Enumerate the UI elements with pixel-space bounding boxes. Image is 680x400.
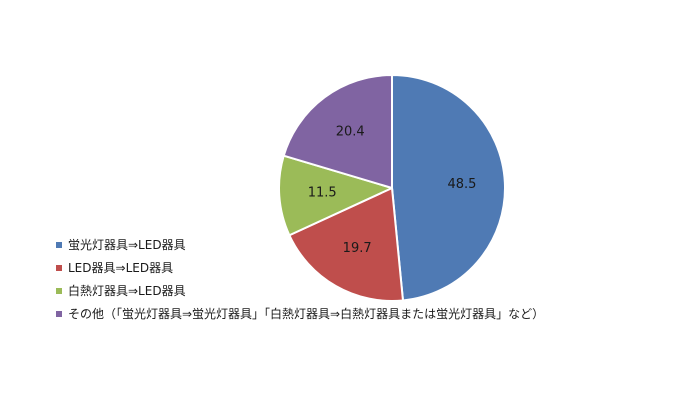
pie-slice xyxy=(391,74,506,302)
chart-legend: 蛍光灯器具⇒LED器具 LED器具⇒LED器具 白熱灯器具⇒LED器具 その他（… xyxy=(56,233,544,325)
legend-item: 白熱灯器具⇒LED器具 xyxy=(56,279,544,302)
legend-label: 白熱灯器具⇒LED器具 xyxy=(68,284,186,298)
legend-label: LED器具⇒LED器具 xyxy=(68,261,174,275)
pie-slice xyxy=(282,74,393,189)
legend-swatch xyxy=(56,310,62,317)
legend-item: LED器具⇒LED器具 xyxy=(56,256,544,279)
slice-data-label: 20.4 xyxy=(336,124,365,139)
slice-data-label: 48.5 xyxy=(447,177,476,192)
legend-swatch xyxy=(56,241,62,248)
legend-swatch xyxy=(56,287,62,294)
slice-data-label: 19.7 xyxy=(343,241,372,256)
legend-label: その他（「蛍光灯器具⇒蛍光灯器具」「白熱灯器具⇒白熱灯器具または蛍光灯器具」など… xyxy=(68,307,545,321)
legend-item: その他（「蛍光灯器具⇒蛍光灯器具」「白熱灯器具⇒白熱灯器具または蛍光灯器具」など… xyxy=(56,302,544,325)
legend-item: 蛍光灯器具⇒LED器具 xyxy=(56,233,544,256)
pie-slice xyxy=(288,187,404,302)
slice-data-label: 11.5 xyxy=(308,185,337,200)
pie-slice xyxy=(278,154,393,237)
legend-label: 蛍光灯器具⇒LED器具 xyxy=(68,238,186,252)
legend-swatch xyxy=(56,264,62,271)
